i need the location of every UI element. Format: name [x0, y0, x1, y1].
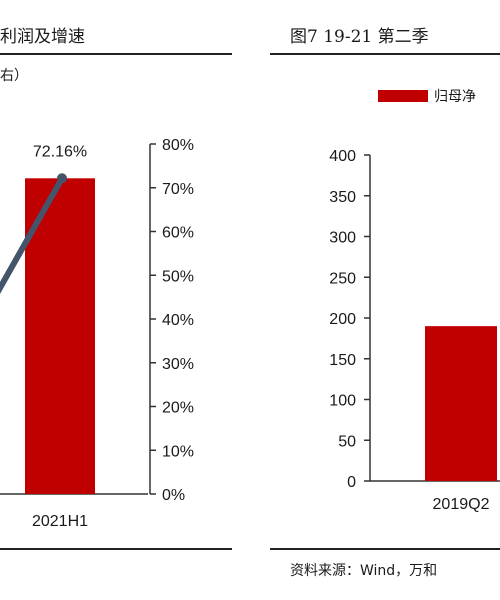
- left-chart-title: 利润及增速: [0, 27, 85, 47]
- x-tick-2019Q2: 2019Q2: [433, 496, 490, 513]
- right-axis-tick-label: 40%: [162, 312, 194, 329]
- y-axis-tick-label: 300: [329, 230, 356, 247]
- y-axis-tick-label: 400: [329, 148, 356, 165]
- legend-label: 归母净: [434, 88, 476, 105]
- source-note: 资料来源：Wind，万和: [290, 563, 437, 579]
- right-chart-plot: 2019Q2 0 50 100 150 200 250 300 350 400: [329, 148, 500, 513]
- right-axis-tick-label: 70%: [162, 181, 194, 198]
- right-axis-tick-label: 30%: [162, 356, 194, 373]
- right-axis-tick-label: 80%: [162, 137, 194, 154]
- right-axis-tick-label: 50%: [162, 268, 194, 285]
- bar-2019Q2: [425, 326, 497, 481]
- x-tick-2021H1: 2021H1: [32, 513, 88, 530]
- right-axis-tick-label: 10%: [162, 443, 194, 460]
- y-axis-tick-label: 100: [329, 393, 356, 410]
- right-axis-tick-label: 0%: [162, 487, 185, 504]
- data-label-2021H1: 72.16%: [33, 143, 87, 160]
- y-axis-tick-label: 350: [329, 189, 356, 206]
- y-axis-tick-label: 200: [329, 311, 356, 328]
- growth-rate-line: [0, 175, 65, 295]
- bar-2021H1: [25, 178, 95, 495]
- left-unit-note: 右）: [0, 68, 28, 84]
- y-axis-tick-label: 50: [338, 433, 356, 450]
- right-axis-tick-label: 20%: [162, 400, 194, 417]
- right-chart-title: 图7 19-21 第二季: [290, 27, 429, 47]
- legend-swatch: [378, 90, 428, 102]
- growth-rate-point: [57, 173, 67, 184]
- right-axis-tick-label: 60%: [162, 225, 194, 242]
- left-chart-plot: 72.16% 2021H1 0% 10% 20% 30% 40% 50% 60% 70% 80%: [0, 137, 194, 530]
- y-axis-tick-label: 250: [329, 270, 356, 287]
- y-axis-tick-label: 0: [347, 474, 356, 491]
- y-axis-tick-label: 150: [329, 352, 356, 369]
